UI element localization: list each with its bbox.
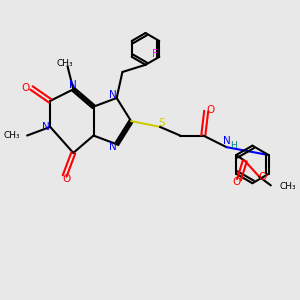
Text: CH₃: CH₃ [3, 131, 20, 140]
Text: N: N [109, 142, 117, 152]
Text: N: N [223, 136, 230, 146]
Text: N: N [69, 80, 77, 90]
Text: O: O [62, 174, 70, 184]
Text: F: F [152, 49, 158, 59]
Text: CH₃: CH₃ [56, 59, 73, 68]
Text: H: H [230, 141, 237, 150]
Text: O: O [22, 83, 30, 93]
Text: O: O [206, 105, 214, 115]
Text: O: O [259, 172, 267, 182]
Text: S: S [158, 118, 165, 128]
Text: N: N [42, 122, 50, 132]
Text: O: O [232, 178, 240, 188]
Text: CH₃: CH₃ [280, 182, 296, 191]
Text: N: N [109, 90, 117, 100]
